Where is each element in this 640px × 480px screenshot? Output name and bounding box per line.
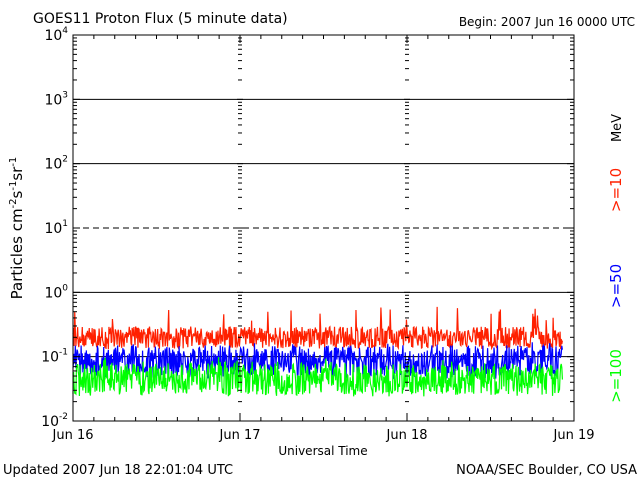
y-tick-label: 103 xyxy=(44,90,68,108)
y-tick-label: 101 xyxy=(44,219,68,237)
y-tick-labels: 10-2 10-1 100 101 102 103 104 xyxy=(41,26,68,430)
series-line xyxy=(72,357,563,397)
updated-label: Updated 2007 Jun 18 22:01:04 UTC xyxy=(3,463,233,478)
legend-unit: MeV xyxy=(610,114,625,142)
series-line xyxy=(72,342,563,380)
series-line xyxy=(72,306,563,351)
y-tick-label: 10-1 xyxy=(41,348,68,366)
begin-label: Begin: 2007 Jun 16 0000 UTC xyxy=(459,15,635,29)
x-tick-label: Jun 17 xyxy=(219,428,261,443)
y-axis-label: Particles cm-2s-1sr-1 xyxy=(8,157,26,300)
y-tick-label: 104 xyxy=(44,26,68,44)
axis-ticks xyxy=(72,35,575,422)
x-tick-label: Jun 19 xyxy=(553,428,595,443)
chart-title: GOES11 Proton Flux (5 minute data) xyxy=(33,11,288,27)
x-tick-labels: Jun 16 Jun 17 Jun 18 Jun 19 xyxy=(52,428,595,443)
legend-entry: >=50 xyxy=(607,264,625,308)
x-tick-label: Jun 16 xyxy=(52,428,94,443)
legend-entry: >=100 xyxy=(607,349,625,403)
legend: >=10 >=50 >=100 MeV xyxy=(607,114,625,403)
x-axis-label: Universal Time xyxy=(278,444,367,458)
legend-entry: >=10 xyxy=(607,168,625,212)
y-tick-label: 10-2 xyxy=(41,412,68,430)
source-label: NOAA/SEC Boulder, CO USA xyxy=(456,463,637,478)
series-group xyxy=(72,306,563,397)
x-tick-label: Jun 18 xyxy=(386,428,428,443)
y-tick-label: 100 xyxy=(44,283,68,301)
y-tick-label: 102 xyxy=(44,155,68,173)
